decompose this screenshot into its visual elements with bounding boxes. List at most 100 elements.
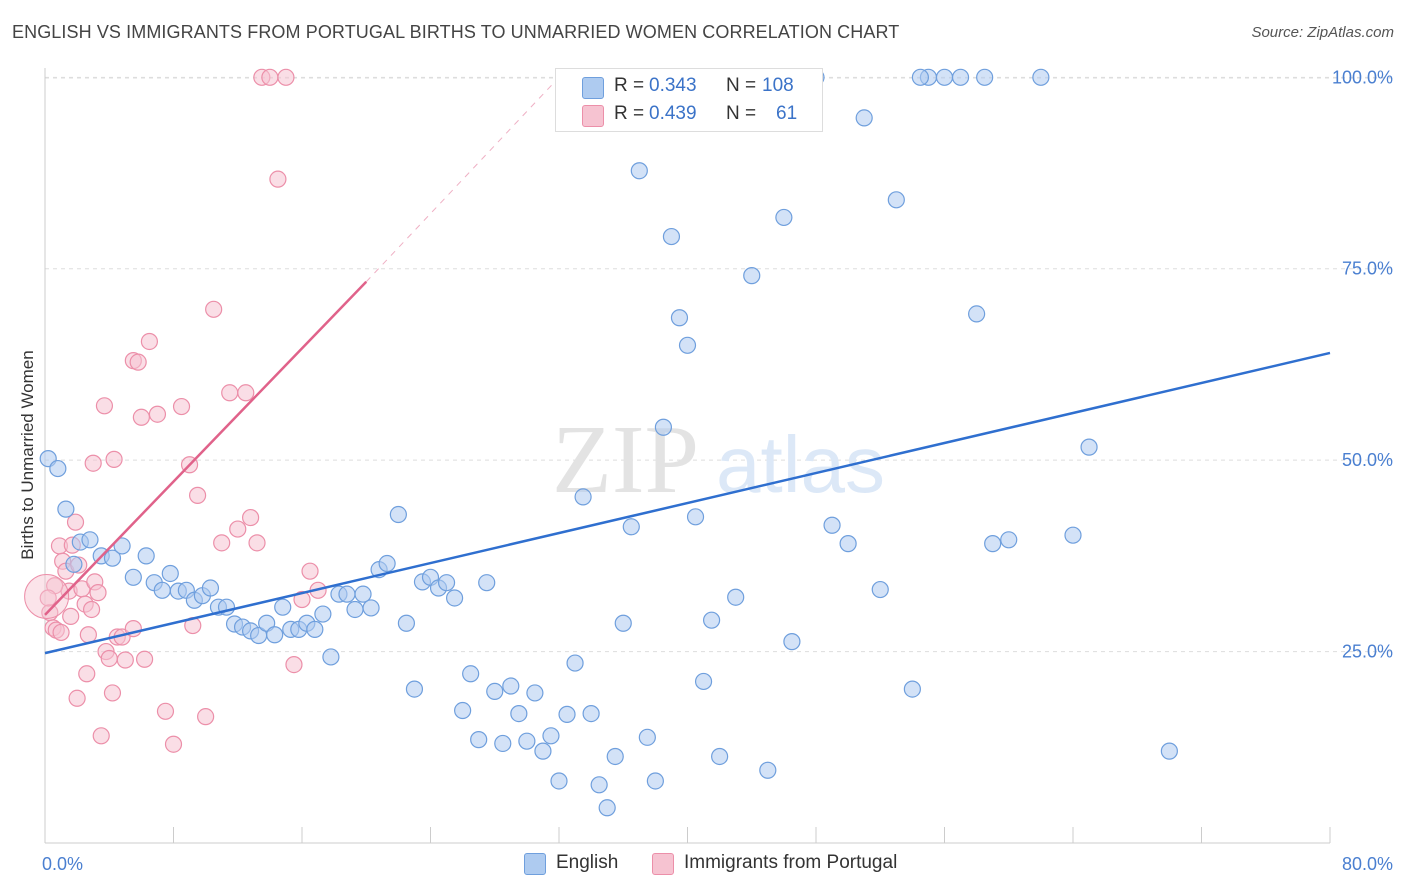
english-point xyxy=(153,581,171,599)
portugal-point xyxy=(229,520,247,538)
legend-r-value: 0.343 xyxy=(649,75,697,96)
portugal-point xyxy=(205,300,223,318)
english-point xyxy=(727,588,745,606)
english-point xyxy=(137,547,155,565)
english-point xyxy=(606,747,624,766)
english-swatch xyxy=(582,77,604,99)
english-point xyxy=(397,614,416,632)
y-tick-label: 50.0% xyxy=(1342,450,1393,470)
portugal-point xyxy=(213,534,231,552)
portugal-point xyxy=(140,332,159,351)
english-point xyxy=(57,500,75,518)
english-point xyxy=(314,605,332,623)
english-point xyxy=(454,701,472,720)
watermark-atlas: atlas xyxy=(716,420,885,509)
english-point xyxy=(1080,438,1098,456)
english-point xyxy=(984,535,1002,553)
english-point xyxy=(338,585,356,603)
english-swatch xyxy=(524,853,546,875)
legend-r-label: R = xyxy=(614,103,645,124)
portugal-trend-line xyxy=(44,280,368,616)
english-point xyxy=(783,633,801,651)
english-point xyxy=(518,732,536,750)
english-point xyxy=(1000,531,1018,549)
portugal-point xyxy=(100,649,118,668)
english-point xyxy=(65,555,83,573)
english-point xyxy=(678,336,697,354)
english-point xyxy=(389,505,407,524)
english-point xyxy=(670,309,689,327)
english-point xyxy=(526,684,544,702)
english-point xyxy=(903,680,921,698)
portugal-point xyxy=(248,534,266,552)
legend-n-value: 61 xyxy=(776,103,798,124)
english-point xyxy=(534,742,552,760)
portugal-point xyxy=(84,454,102,472)
english-point xyxy=(935,68,954,86)
portugal-point xyxy=(105,450,123,468)
portugal-points xyxy=(24,68,327,753)
portugal-swatch xyxy=(582,105,604,127)
legend-r-value: 0.439 xyxy=(649,103,697,124)
portugal-point xyxy=(221,384,239,402)
english-point xyxy=(494,734,512,753)
grid-lines xyxy=(45,76,1392,653)
english-point xyxy=(968,305,986,323)
portugal-point xyxy=(103,684,122,702)
english-point xyxy=(662,227,681,246)
portugal-point xyxy=(237,384,255,402)
portugal-point xyxy=(129,353,147,371)
english-point xyxy=(951,68,970,86)
english-point xyxy=(266,626,284,644)
portugal-point xyxy=(52,623,70,642)
english-point xyxy=(113,537,131,555)
english-point xyxy=(486,682,504,700)
portugal-point xyxy=(285,655,303,674)
english-point xyxy=(405,680,424,698)
english-point xyxy=(274,598,292,616)
portugal-point xyxy=(164,735,183,753)
portugal-point xyxy=(95,397,114,415)
portugal-point xyxy=(269,170,287,188)
english-point xyxy=(510,704,528,723)
portugal-point xyxy=(188,486,207,504)
english-point xyxy=(775,208,793,227)
portugal-point xyxy=(242,508,260,527)
legend-r-label: R = xyxy=(614,75,645,96)
english-point xyxy=(322,648,340,666)
portugal-point xyxy=(293,590,311,609)
portugal-point xyxy=(82,600,101,619)
y-tick-label: 25.0% xyxy=(1342,642,1393,662)
english-point xyxy=(702,611,721,629)
portugal-point xyxy=(132,408,150,426)
portugal-point xyxy=(172,397,191,416)
english-point xyxy=(1160,742,1178,760)
english-point xyxy=(694,672,713,691)
english-point xyxy=(103,549,122,567)
english-point xyxy=(646,772,664,790)
english-point xyxy=(478,574,496,592)
english-point xyxy=(462,665,480,683)
portugal-point xyxy=(148,405,167,423)
english-point xyxy=(887,191,905,209)
english-point xyxy=(976,68,994,86)
legend-n-label: N = xyxy=(726,75,757,96)
watermark: ZIP atlas xyxy=(552,406,885,514)
english-point xyxy=(711,747,729,766)
english-point xyxy=(855,109,873,127)
legend-n-value: 108 xyxy=(762,75,794,96)
portugal-point xyxy=(89,584,107,602)
portugal-point xyxy=(135,650,154,668)
portugal-swatch xyxy=(652,853,674,875)
english-point xyxy=(686,508,705,526)
legend-n-label: N = xyxy=(726,103,757,124)
legend-row-portugal: R = 0.439 N = 61 xyxy=(556,101,822,129)
english-point xyxy=(638,728,656,746)
english-point xyxy=(124,568,142,586)
portugal-trend-extension xyxy=(365,76,560,283)
tick-labels: 25.0% 50.0% 75.0% 100.0% 0.0% 80.0% xyxy=(42,67,1393,874)
portugal-point xyxy=(92,727,110,745)
portugal-point xyxy=(66,513,85,531)
english-point xyxy=(161,564,179,583)
